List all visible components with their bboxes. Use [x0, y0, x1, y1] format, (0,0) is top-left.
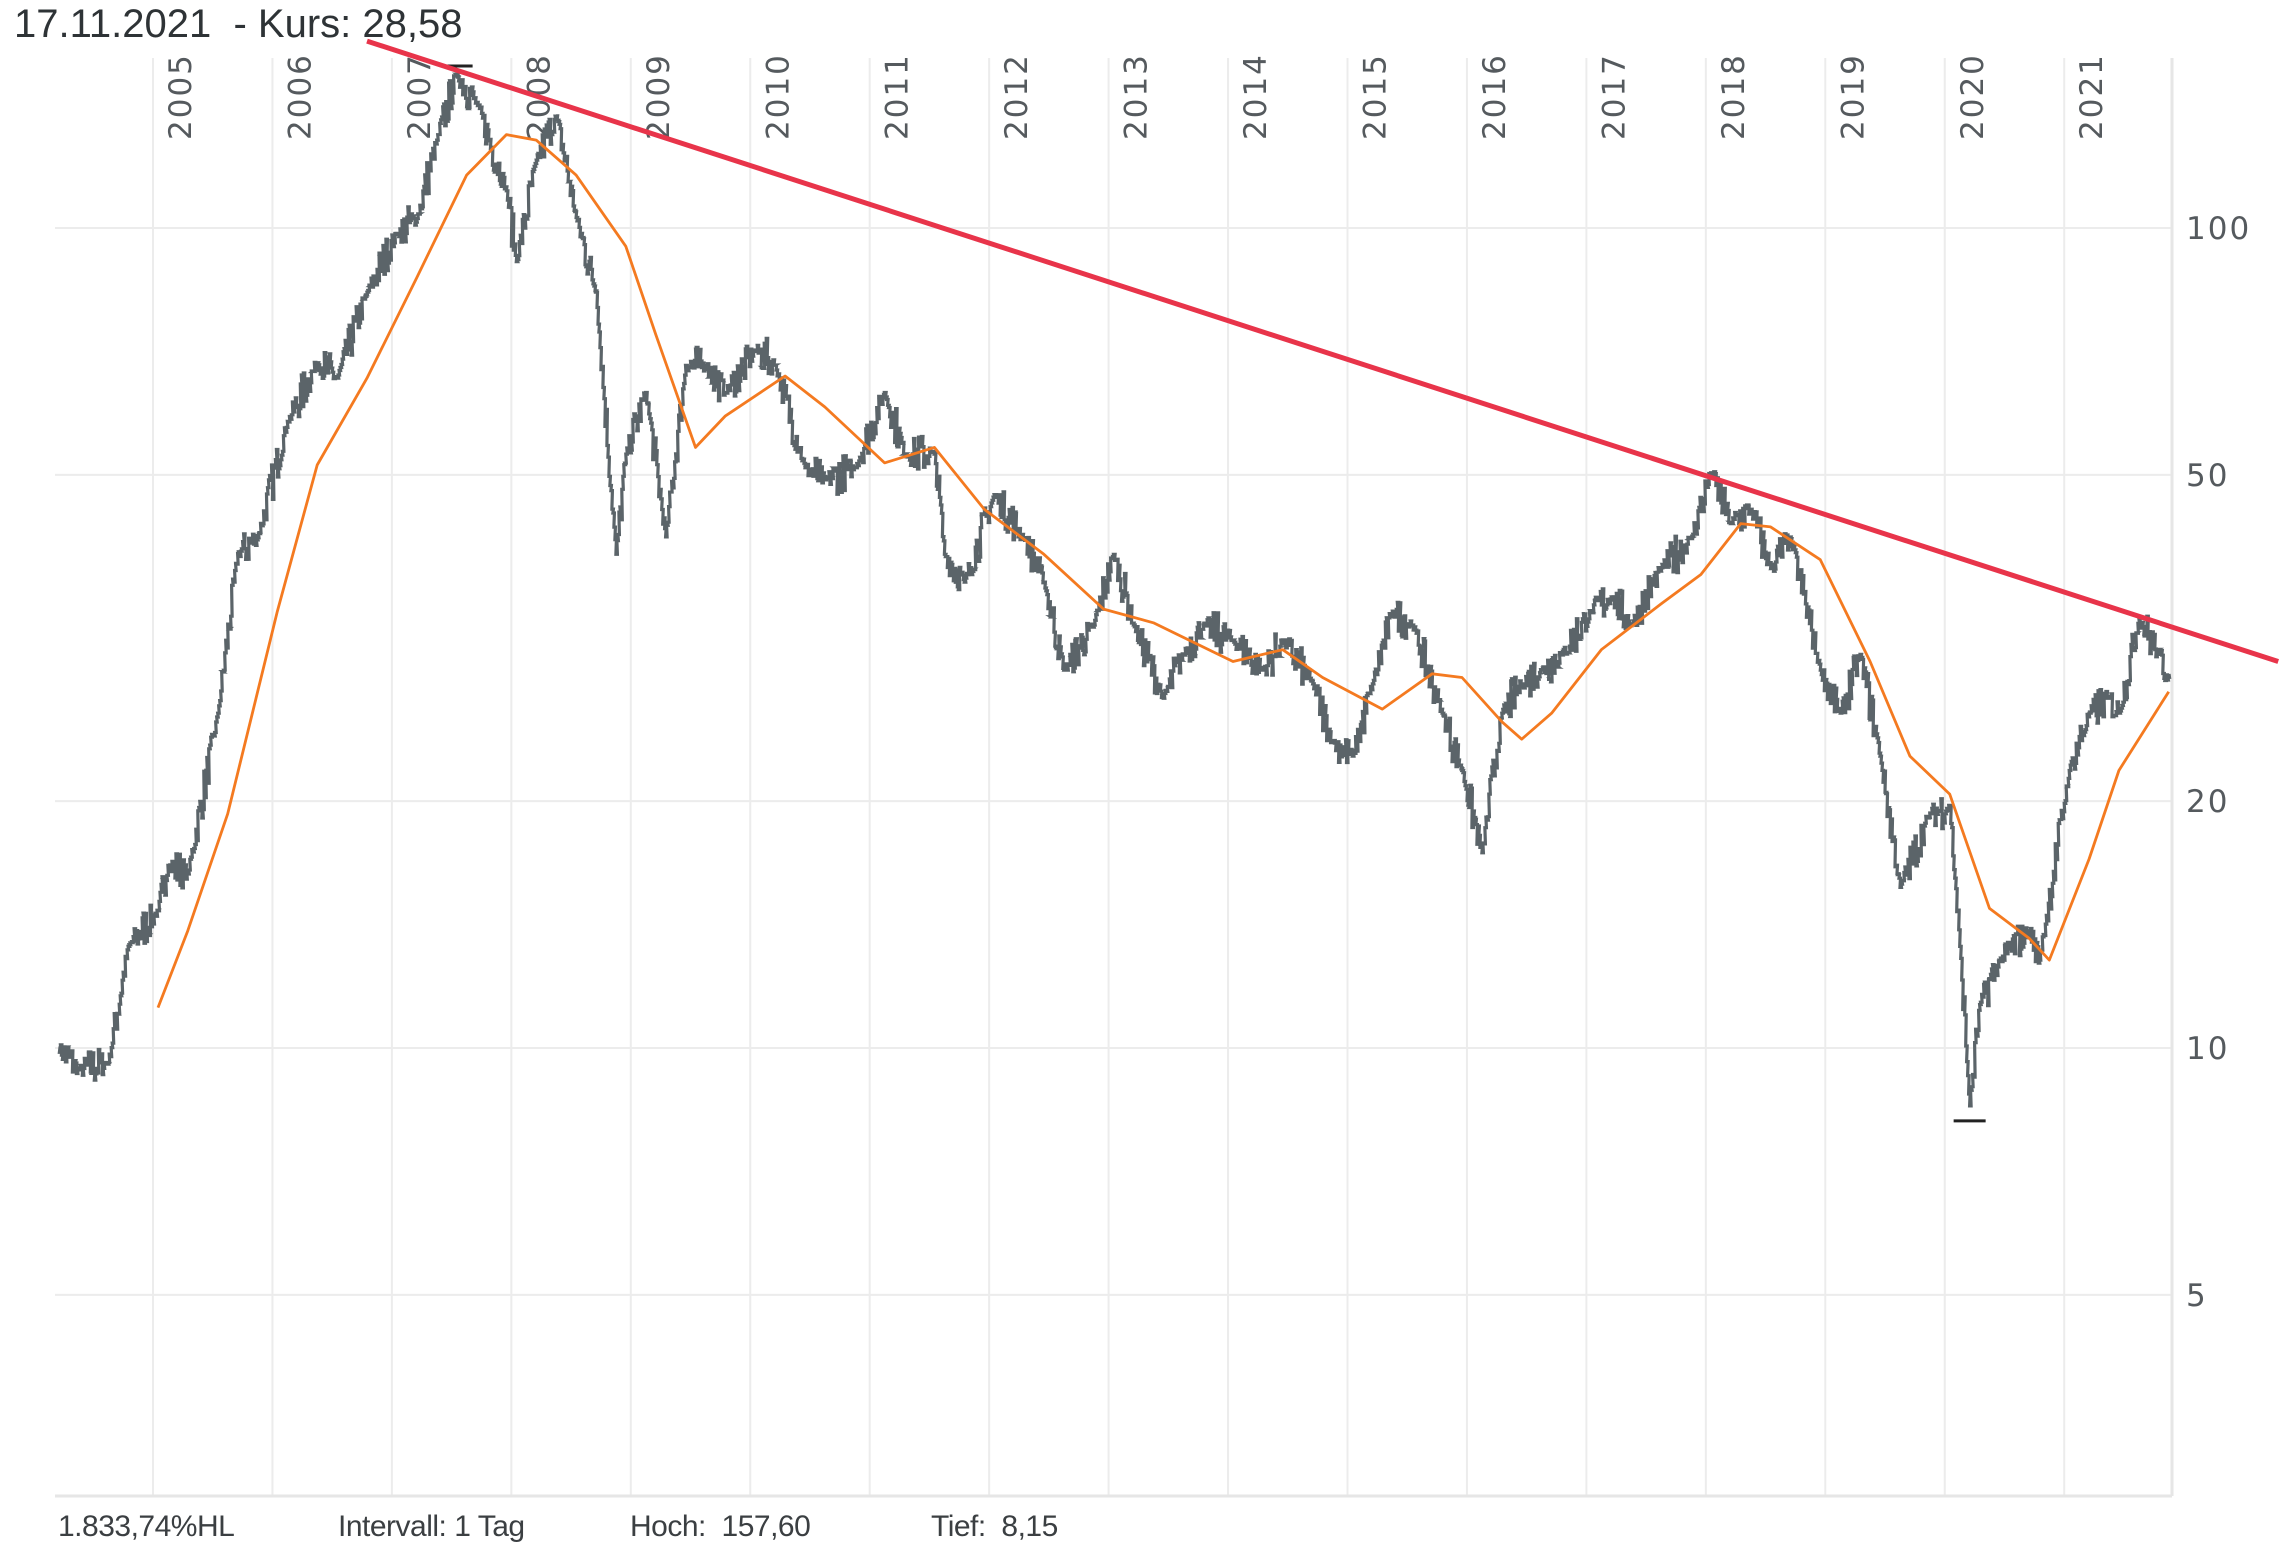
x-tick-label: 2010: [760, 53, 796, 140]
x-tick-label: 2015: [1358, 53, 1394, 140]
performance-hl: 1.833,74%HL: [58, 1510, 235, 1543]
y-tick-label: 50: [2186, 458, 2229, 494]
y-tick-label: 100: [2186, 211, 2251, 247]
x-tick-label: 2020: [1955, 53, 1991, 140]
x-tick-label: 2007: [402, 53, 438, 140]
x-tick-label: 2019: [1835, 53, 1871, 140]
price-line: [57, 72, 2172, 1108]
x-tick-label: 2006: [282, 53, 318, 140]
x-tick-label: 2013: [1119, 53, 1155, 140]
x-tick-label: 2016: [1477, 53, 1513, 140]
resistance-trendline: [366, 38, 2279, 664]
high-value: Hoch: 157,60: [630, 1510, 811, 1543]
chart-header-date-price: 17.11.2021 - Kurs: 28,58: [14, 2, 463, 46]
low-value: Tief: 8,15: [931, 1510, 1058, 1543]
x-tick-label: 2017: [1596, 53, 1632, 140]
x-tick-label: 2018: [1716, 53, 1752, 140]
moving-average-line: [156, 133, 2170, 1009]
x-tick-label: 2005: [163, 53, 199, 140]
x-tick-label: 2021: [2074, 53, 2110, 140]
x-tick-label: 2011: [880, 53, 916, 140]
y-tick-label: 20: [2186, 784, 2229, 820]
x-tick-label: 2009: [641, 53, 677, 140]
x-tick-label: 2012: [999, 53, 1035, 140]
y-tick-label: 10: [2186, 1031, 2229, 1067]
interval-label: Intervall: 1 Tag: [338, 1510, 525, 1543]
x-tick-label: 2014: [1238, 53, 1274, 140]
y-tick-label: 5: [2186, 1278, 2208, 1314]
